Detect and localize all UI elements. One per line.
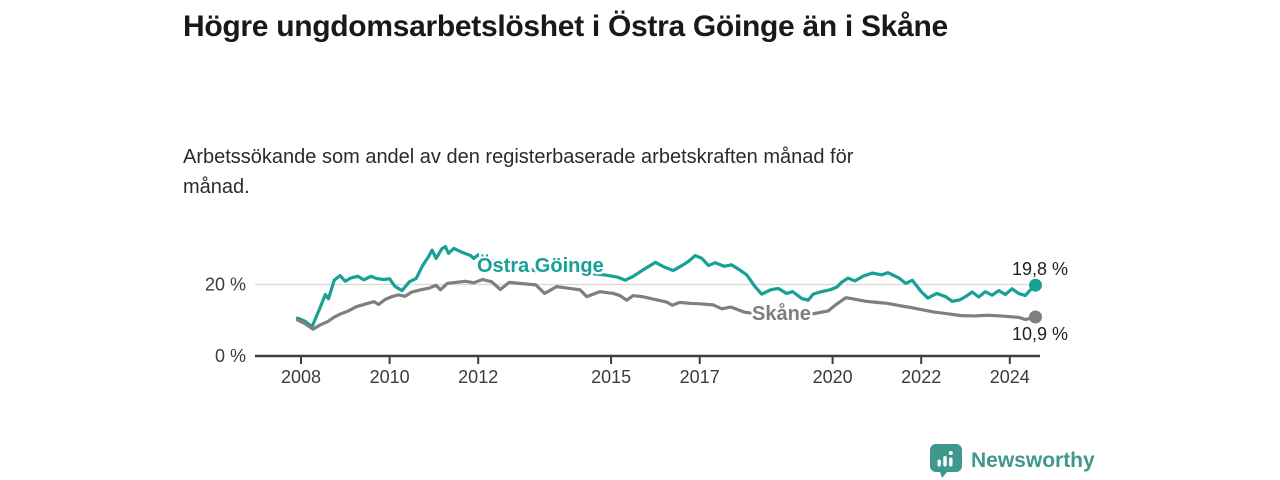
newsworthy-brand-link[interactable]: Newsworthy [930,444,1095,478]
end-dot-skane [1028,310,1042,324]
y-axis-tick-label: 20 % [205,275,246,295]
brand-name: Newsworthy [971,449,1095,472]
end-dot-ostra-goinge [1028,278,1042,292]
x-axis-tick-label: 2012 [458,367,498,387]
x-axis-tick-label: 2008 [281,367,321,387]
x-axis-tick-label: 2022 [901,367,941,387]
x-axis-tick-label: 2024 [990,367,1030,387]
chart-title: Högre ungdomsarbetslöshet i Östra Göinge… [183,10,948,43]
series-line-skane [295,277,1038,331]
chart-subtitle: Arbetssökande som andel av den registerb… [183,146,854,198]
x-axis-tick-label: 2010 [370,367,410,387]
series-label-ostra-goinge: Östra Göinge [477,254,604,277]
x-axis-tick-label: 2015 [591,367,631,387]
newsworthy-logo-icon [930,444,962,478]
x-axis-tick-label: 2020 [813,367,853,387]
series-label-skane: Skåne [752,302,811,325]
series-line-ostra-goinge [295,245,1038,329]
x-axis-tick-label: 2017 [680,367,720,387]
end-value-label-ostra-goinge: 19,8 % [1012,259,1068,279]
y-axis-tick-label: 0 % [215,346,246,366]
end-value-label-skane: 10,9 % [1012,324,1068,344]
